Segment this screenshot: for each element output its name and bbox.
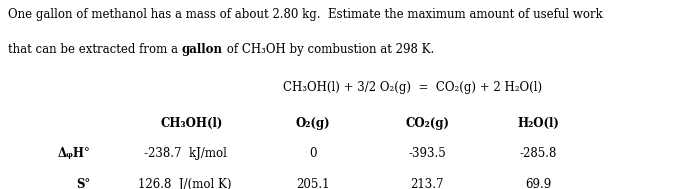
Text: -393.5: -393.5: [409, 147, 446, 160]
Text: One gallon of methanol has a mass of about 2.80 kg.  Estimate the maximum amount: One gallon of methanol has a mass of abo…: [8, 8, 603, 21]
Text: ΔᵩH°: ΔᵩH°: [58, 147, 91, 160]
Text: H₂O(l): H₂O(l): [518, 117, 559, 130]
Text: CH₃OH(l): CH₃OH(l): [161, 117, 223, 130]
Text: of CH₃OH by combustion at 298 K.: of CH₃OH by combustion at 298 K.: [223, 43, 434, 57]
Text: CO₂(g): CO₂(g): [405, 117, 450, 130]
Text: CH₃OH(l) + 3/2 O₂(g)  =  CO₂(g) + 2 H₂O(l): CH₃OH(l) + 3/2 O₂(g) = CO₂(g) + 2 H₂O(l): [283, 81, 542, 94]
Text: 69.9: 69.9: [525, 178, 552, 189]
Text: gallon: gallon: [182, 43, 223, 57]
Text: -285.8: -285.8: [520, 147, 557, 160]
Text: S°: S°: [77, 178, 91, 189]
Text: -238.7  kJ/mol: -238.7 kJ/mol: [143, 147, 227, 160]
Text: O₂(g): O₂(g): [295, 117, 330, 130]
Text: 126.8  J/(mol K): 126.8 J/(mol K): [139, 178, 232, 189]
Text: 205.1: 205.1: [296, 178, 330, 189]
Text: 213.7: 213.7: [411, 178, 444, 189]
Text: 0: 0: [309, 147, 317, 160]
Text: that can be extracted from a: that can be extracted from a: [8, 43, 182, 57]
